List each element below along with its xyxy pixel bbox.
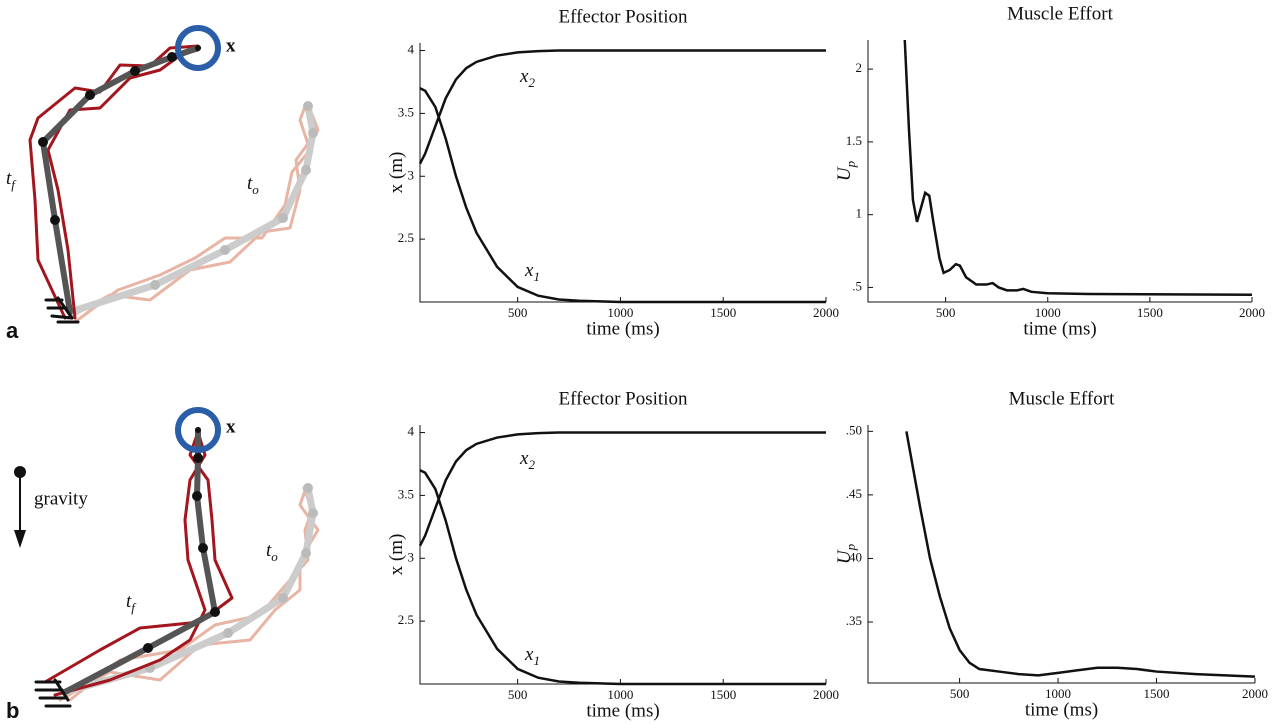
final-label-main: t xyxy=(126,591,132,612)
y-tick-label: .35 xyxy=(846,613,862,628)
y-tick-label: .45 xyxy=(846,486,862,501)
x-tick-label: 2000 xyxy=(1239,305,1265,320)
y-tick-label: 3.5 xyxy=(398,104,414,119)
series-line xyxy=(905,431,1256,678)
y-tick-label: .40 xyxy=(846,549,862,564)
y-tick-label: 1.5 xyxy=(846,133,862,148)
x-tick-label: 2000 xyxy=(1242,686,1268,701)
initial-label-sub: o xyxy=(271,549,278,564)
x-tick-label: 1000 xyxy=(1035,305,1061,320)
panel-label: b xyxy=(6,698,19,723)
initial-label: to xyxy=(247,173,259,197)
y-axis-label-main: U xyxy=(834,166,855,181)
x-tick-label: 1500 xyxy=(710,687,736,702)
y-tick-label: 2.5 xyxy=(398,230,414,245)
x-tick-label: 1500 xyxy=(1137,305,1163,320)
series-label-main: x xyxy=(524,260,534,281)
y-tick-label: .5 xyxy=(852,278,862,293)
chart-title: Effector Position xyxy=(559,388,688,409)
y-axis-label-sub: p xyxy=(843,160,858,168)
panel-label: a xyxy=(6,318,19,343)
target-label: x xyxy=(226,35,236,56)
series-label: x1 xyxy=(524,644,540,668)
x-tick-label: 1000 xyxy=(607,687,633,702)
chart-title: Effector Position xyxy=(559,6,688,27)
initial-label-sub: o xyxy=(252,182,259,197)
series-line xyxy=(903,39,1253,296)
x-axis-label: time (ms) xyxy=(586,700,659,721)
x-tick-label: 500 xyxy=(508,687,528,702)
axis xyxy=(867,425,1255,684)
series-label-main: x xyxy=(524,644,534,665)
series-label: x1 xyxy=(524,260,540,284)
series-label-main: x xyxy=(519,66,529,87)
y-tick-label: 2.5 xyxy=(398,612,414,627)
axis xyxy=(419,43,826,303)
x-tick-label: 1000 xyxy=(607,305,633,320)
force-label: gravity xyxy=(34,488,88,509)
series-line xyxy=(419,469,826,686)
y-axis-label-main: x (m) xyxy=(386,152,407,194)
initial-label-main: t xyxy=(266,540,272,561)
chart-title: Muscle Effort xyxy=(1009,388,1115,409)
x-tick-label: 500 xyxy=(950,686,970,701)
y-tick-label: 4 xyxy=(408,424,415,439)
axis xyxy=(419,425,826,685)
series-label-sub: 1 xyxy=(533,269,540,284)
y-axis-label: x (m) xyxy=(386,534,407,576)
series-label-sub: 1 xyxy=(533,653,540,668)
y-axis-label: Up xyxy=(834,160,858,181)
x-tick-label: 500 xyxy=(936,305,956,320)
series-label: x2 xyxy=(519,448,535,472)
arm-diagram-b xyxy=(14,407,320,708)
final-label: tf xyxy=(126,591,137,615)
final-label-main: t xyxy=(6,168,12,189)
axis xyxy=(867,40,1252,303)
y-axis-label: x (m) xyxy=(386,152,407,194)
series-label-sub: 2 xyxy=(528,457,535,472)
y-tick-label: .50 xyxy=(846,422,862,437)
x-axis-label: time (ms) xyxy=(586,318,659,339)
y-axis-label: Up xyxy=(834,543,858,564)
chart-title: Muscle Effort xyxy=(1007,3,1113,24)
x-axis-label: time (ms) xyxy=(1025,699,1098,720)
y-tick-label: 3.5 xyxy=(398,486,414,501)
x-tick-label: 1500 xyxy=(710,305,736,320)
series-label-sub: 2 xyxy=(528,75,535,90)
x-tick-label: 500 xyxy=(508,305,528,320)
y-axis-label-sub: p xyxy=(843,543,858,551)
y-tick-label: 4 xyxy=(408,42,415,57)
x-axis-label: time (ms) xyxy=(1023,318,1096,339)
y-tick-label: 3 xyxy=(408,549,415,564)
x-tick-label: 2000 xyxy=(813,687,839,702)
series-label: x2 xyxy=(519,66,535,90)
x-tick-label: 1500 xyxy=(1144,686,1170,701)
y-tick-label: 3 xyxy=(408,167,415,182)
final-label: tf xyxy=(6,168,17,192)
target-label: x xyxy=(226,416,236,437)
y-tick-label: 2 xyxy=(856,60,863,75)
initial-label: to xyxy=(266,540,278,564)
arm-diagram-a xyxy=(28,25,320,324)
final-label-sub: f xyxy=(131,600,137,615)
initial-label-main: t xyxy=(247,173,253,194)
series-label-main: x xyxy=(519,448,529,469)
final-label-sub: f xyxy=(11,177,17,192)
y-axis-label-main: x (m) xyxy=(386,534,407,576)
x-tick-label: 2000 xyxy=(813,305,839,320)
series-line xyxy=(419,87,826,304)
y-tick-label: 1 xyxy=(856,206,863,221)
series-line xyxy=(418,49,826,165)
y-axis-label-main: U xyxy=(834,549,855,564)
x-tick-label: 1000 xyxy=(1045,686,1071,701)
series-line xyxy=(418,431,826,547)
